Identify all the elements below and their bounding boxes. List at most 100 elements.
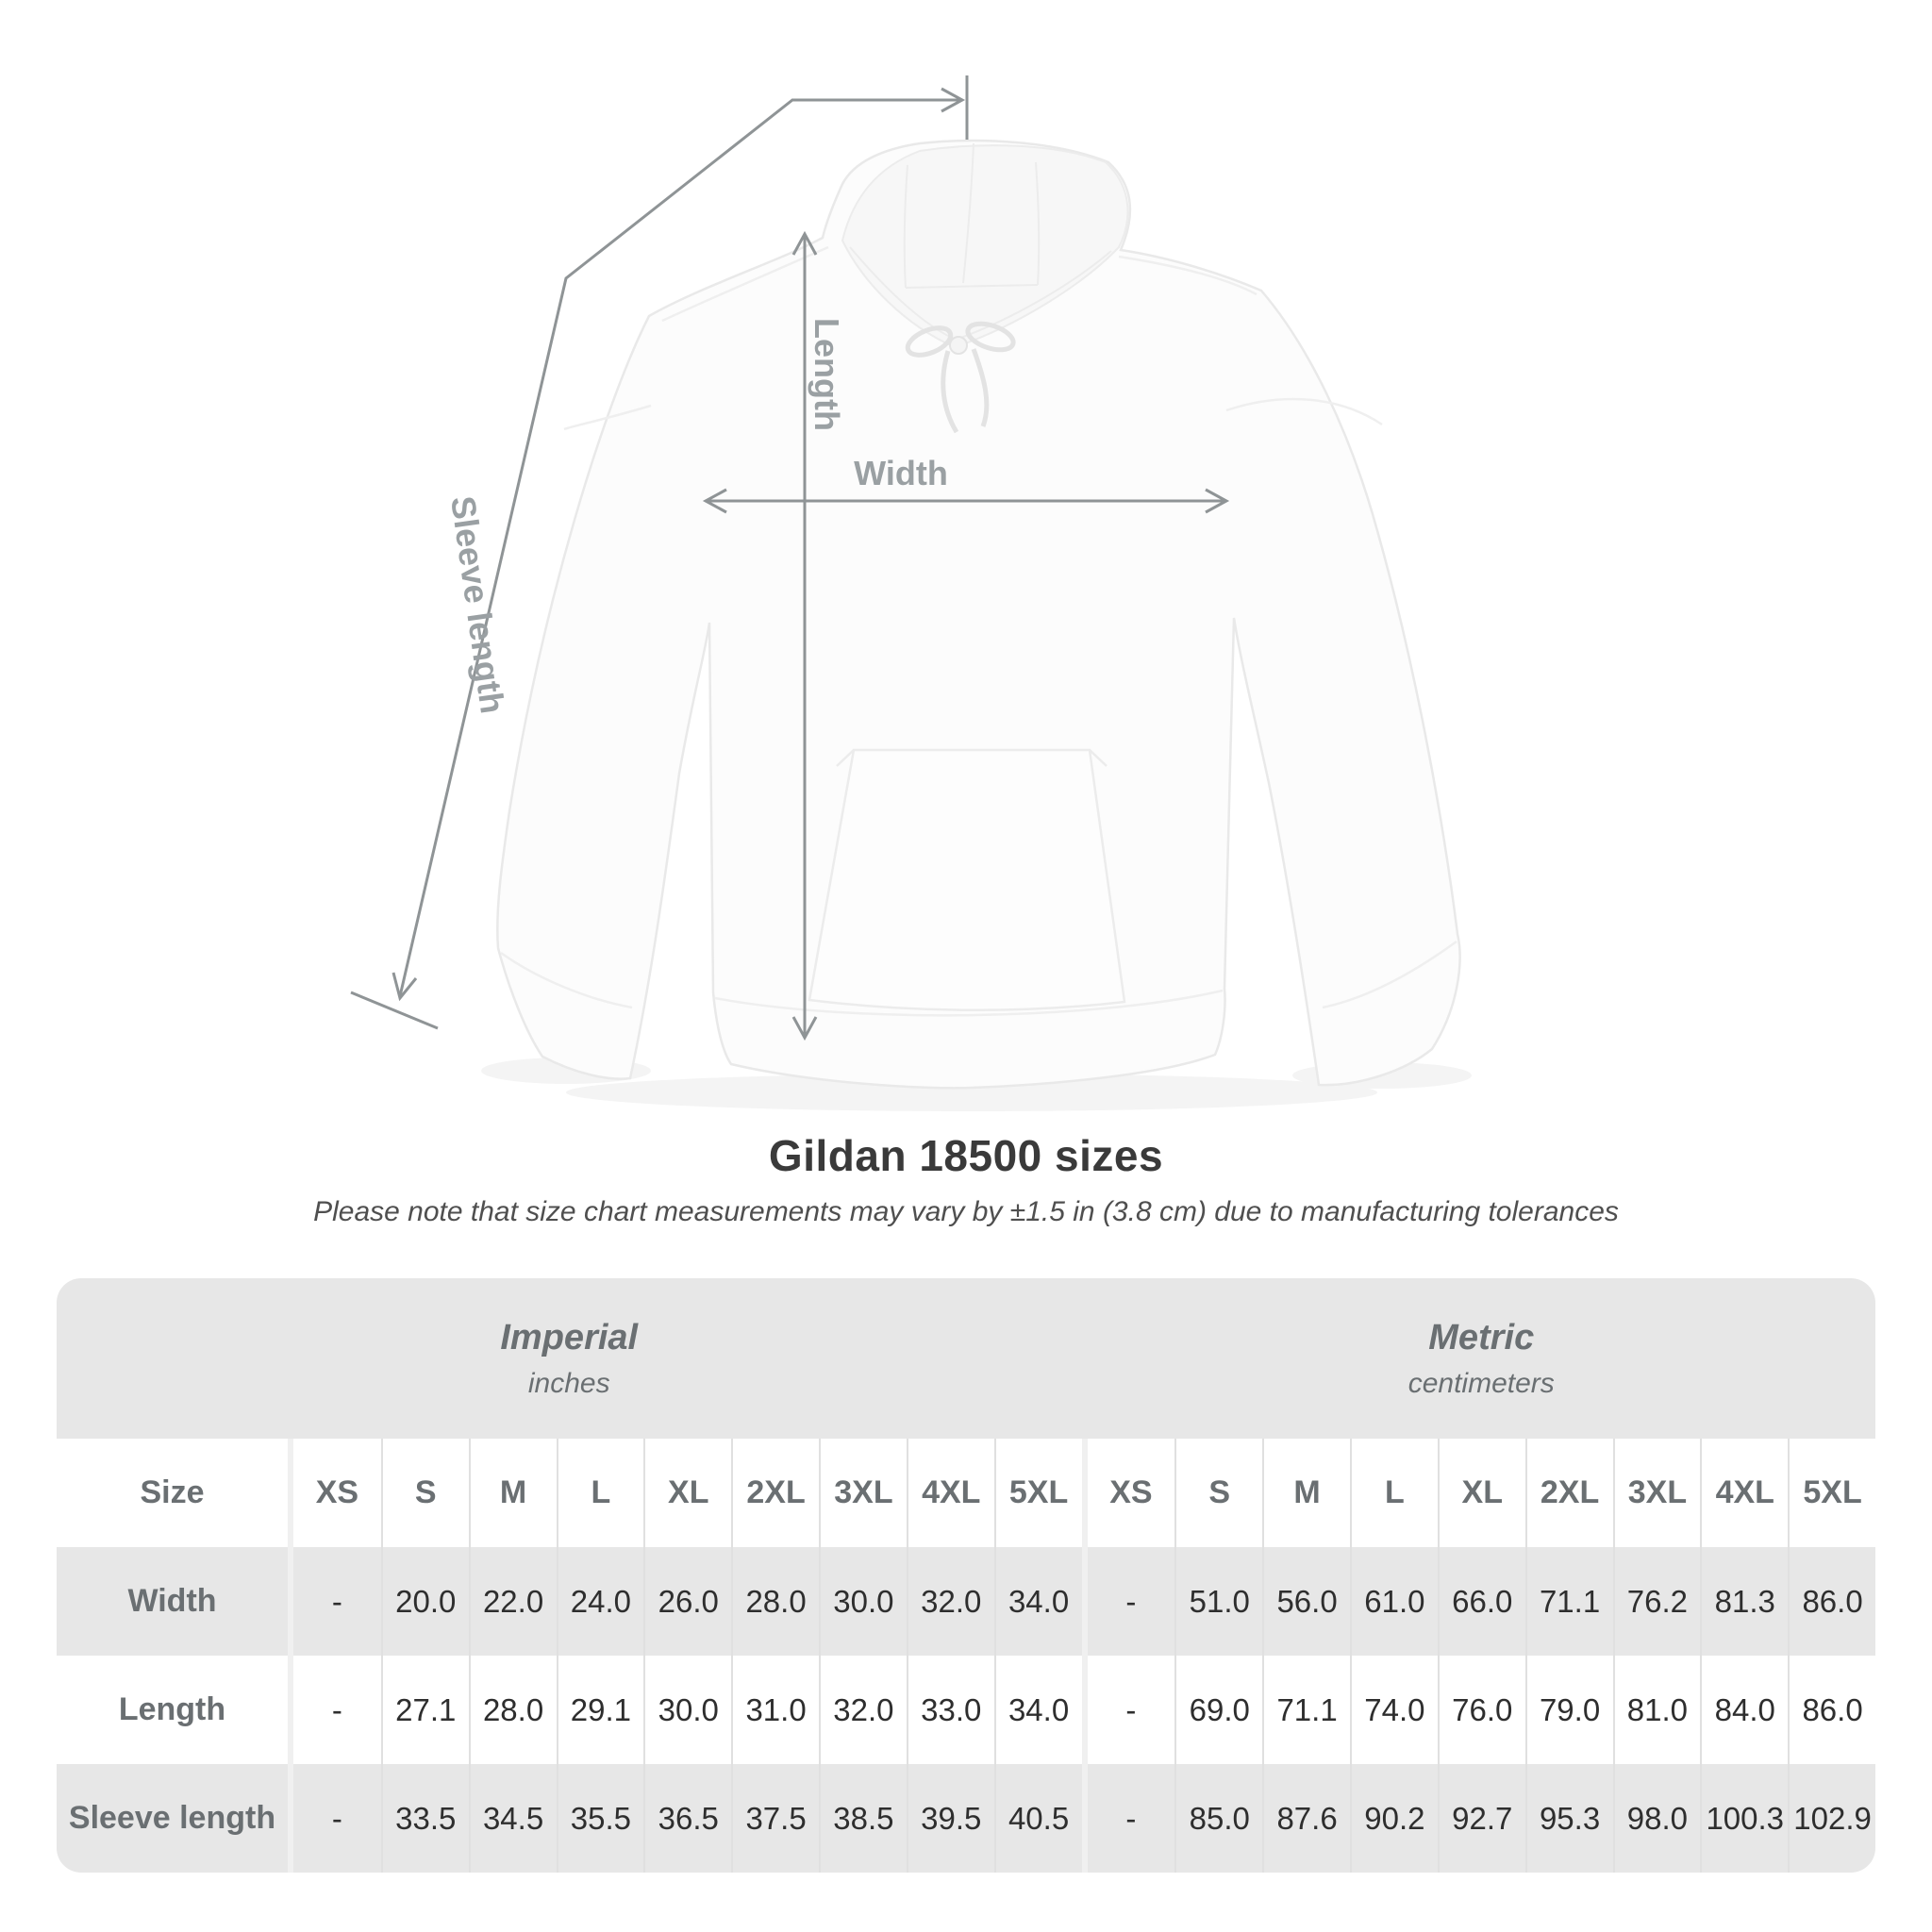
row-label-sleeve-length: Sleeve length (68, 1800, 276, 1836)
size-col-header: S (1174, 1439, 1263, 1547)
table-cell: 85.0 (1174, 1764, 1262, 1873)
metric-group-header: Metric centimeters (1088, 1278, 1876, 1439)
size-table: Imperial inches Metric centimeters Size … (57, 1278, 1875, 1873)
table-cell: 30.0 (819, 1547, 907, 1656)
table-cell: 22.0 (468, 1547, 557, 1656)
table-cell: 74.0 (1350, 1656, 1438, 1764)
pocket-notches (836, 749, 1108, 767)
table-cell: 28.0 (468, 1656, 557, 1764)
size-col-header: M (468, 1439, 557, 1547)
size-col-header: 4XL (906, 1439, 994, 1547)
table-cell: 95.3 (1524, 1764, 1613, 1873)
tolerance-note: Please note that size chart measurements… (313, 1196, 1619, 1227)
metric-group-unit: centimeters (1407, 1367, 1555, 1399)
size-col-header: 5XL (1788, 1439, 1875, 1547)
sleeve-length-arrow-label: Sleeve length (443, 493, 512, 716)
table-cell: 81.3 (1700, 1547, 1788, 1656)
group-separator (1081, 1439, 1088, 1873)
drawstrings (905, 321, 1016, 434)
table-cell: - (331, 1583, 342, 1619)
table-cell: 86.0 (1788, 1547, 1875, 1656)
table-cell: 87.6 (1262, 1764, 1350, 1873)
table-cell: 38.5 (819, 1764, 907, 1873)
table-cell: 71.1 (1262, 1656, 1350, 1764)
hood-interior (841, 144, 1129, 349)
hoodie-size-diagram: Width Length Sleeve length (350, 75, 1472, 1111)
imperial-group-title: Imperial (500, 1317, 639, 1357)
table-cell: 30.0 (643, 1656, 732, 1764)
imperial-group-header: Imperial inches (57, 1278, 1082, 1439)
sleeve-length-arrow (350, 75, 969, 1030)
table-cell: - (331, 1800, 342, 1836)
size-col-header: S (380, 1439, 469, 1547)
table-cell: 37.5 (731, 1764, 819, 1873)
kangaroo-pocket (808, 748, 1126, 1012)
table-cell: 92.7 (1437, 1764, 1525, 1873)
table-cell: 61.0 (1350, 1547, 1438, 1656)
length-arrow (791, 230, 818, 1041)
length-arrow-label: Length (808, 318, 846, 431)
table-cell: 24.0 (556, 1547, 644, 1656)
size-col-header: 5XL (993, 1439, 1082, 1547)
imperial-group-unit: inches (527, 1367, 610, 1399)
size-col-header: M (1262, 1439, 1350, 1547)
hoodie-body (496, 139, 1461, 1090)
table-cell: 56.0 (1262, 1547, 1350, 1656)
drawstring-knot (949, 336, 968, 355)
row-label-width: Width (127, 1583, 217, 1619)
group-separator (288, 1439, 293, 1873)
size-col-header: 2XL (1524, 1439, 1613, 1547)
size-col-header: XL (1437, 1439, 1525, 1547)
table-cell: - (1125, 1800, 1137, 1836)
table-cell: 26.0 (643, 1547, 731, 1656)
table-cell: 39.5 (906, 1764, 994, 1873)
size-col-header: XS (1087, 1439, 1175, 1547)
width-arrow-label: Width (854, 454, 948, 492)
table-cell: 40.5 (993, 1764, 1082, 1873)
table-cell: 79.0 (1524, 1656, 1613, 1764)
table-cell: 66.0 (1437, 1547, 1525, 1656)
size-col-header: XL (643, 1439, 732, 1547)
table-cell: - (293, 1656, 381, 1764)
table-cell: 34.5 (468, 1764, 557, 1873)
table-cell: - (1125, 1583, 1137, 1619)
size-col-header: XS (293, 1439, 381, 1547)
hoodie-illustration: Width Length Sleeve length (350, 75, 1472, 1111)
table-cell: 90.2 (1350, 1764, 1438, 1873)
table-cell: 33.5 (380, 1764, 469, 1873)
size-col-header: 3XL (1612, 1439, 1701, 1547)
table-cell: 71.1 (1524, 1547, 1613, 1656)
table-cell: 100.3 (1700, 1764, 1788, 1873)
table-cell: 28.0 (731, 1547, 819, 1656)
size-col-header: L (556, 1439, 644, 1547)
hoodie-shadow (566, 1074, 1377, 1111)
size-col-header: 2XL (731, 1439, 819, 1547)
table-cell: 69.0 (1174, 1656, 1263, 1764)
table-cell: 51.0 (1174, 1547, 1262, 1656)
table-cell: 32.0 (906, 1547, 994, 1656)
width-arrow (702, 488, 1230, 514)
table-cell: 20.0 (380, 1547, 469, 1656)
table-cell: 32.0 (819, 1656, 907, 1764)
size-col-header: L (1350, 1439, 1438, 1547)
row-label-length: Length (57, 1656, 288, 1764)
table-cell: 36.5 (643, 1764, 731, 1873)
size-col-header: 3XL (819, 1439, 907, 1547)
table-cell: 33.0 (906, 1656, 994, 1764)
table-cell: 76.2 (1612, 1547, 1701, 1656)
table-cell: 34.0 (993, 1656, 1082, 1764)
metric-group-title: Metric (1428, 1317, 1535, 1357)
table-cell: 84.0 (1700, 1656, 1789, 1764)
table-cell: 81.0 (1612, 1656, 1701, 1764)
size-col-header: 4XL (1700, 1439, 1789, 1547)
table-cell: - (1087, 1656, 1175, 1764)
table-cell: 86.0 (1788, 1656, 1875, 1764)
table-cell: 98.0 (1612, 1764, 1701, 1873)
table-cell: 27.1 (380, 1656, 469, 1764)
table-cell: 31.0 (731, 1656, 819, 1764)
table-cell: 35.5 (556, 1764, 644, 1873)
size-corner-header: Size (57, 1439, 288, 1547)
table-cell: 34.0 (993, 1547, 1082, 1656)
table-cell: 102.9 (1788, 1764, 1875, 1873)
table-cell: 76.0 (1437, 1656, 1525, 1764)
